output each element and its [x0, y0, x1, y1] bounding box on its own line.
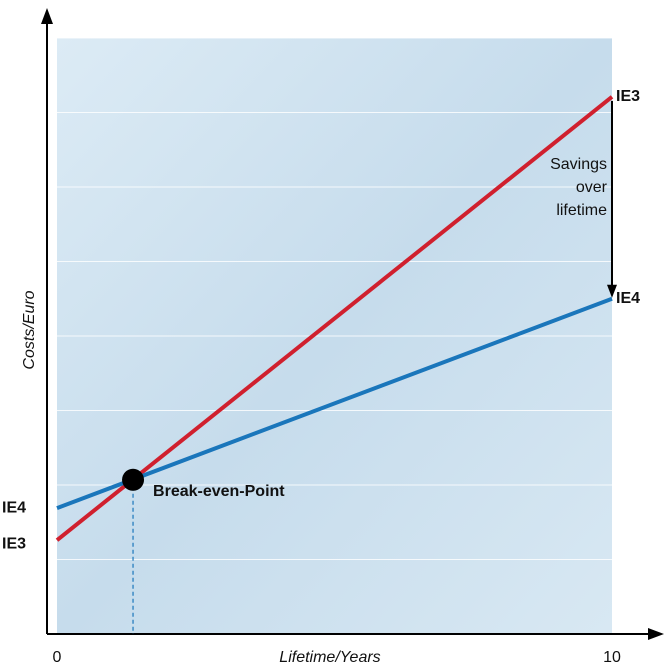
marks [55, 95, 617, 634]
break-even-label: Break-even-Point [153, 483, 285, 500]
break-even-point [122, 468, 145, 491]
series-line [55, 95, 614, 542]
series-end-label: IE3 [616, 88, 640, 105]
x-axis-arrow [648, 628, 664, 640]
series-start-label: IE4 [2, 499, 26, 516]
series-start-label: IE3 [2, 535, 26, 552]
grid [57, 37, 612, 560]
series-line [56, 296, 613, 510]
savings-label: over [576, 179, 608, 196]
series-end-label: IE4 [616, 290, 640, 307]
x-tick-label: 0 [53, 649, 62, 666]
y-axis-title: Costs/Euro [21, 290, 38, 369]
savings-label: lifetime [556, 202, 607, 219]
savings-arrowhead [607, 284, 617, 298]
x-axis-title: Lifetime/Years [279, 649, 380, 666]
savings-label: Savings [550, 156, 607, 173]
x-tick-label: 10 [603, 649, 621, 666]
y-axis-arrow [41, 8, 53, 24]
